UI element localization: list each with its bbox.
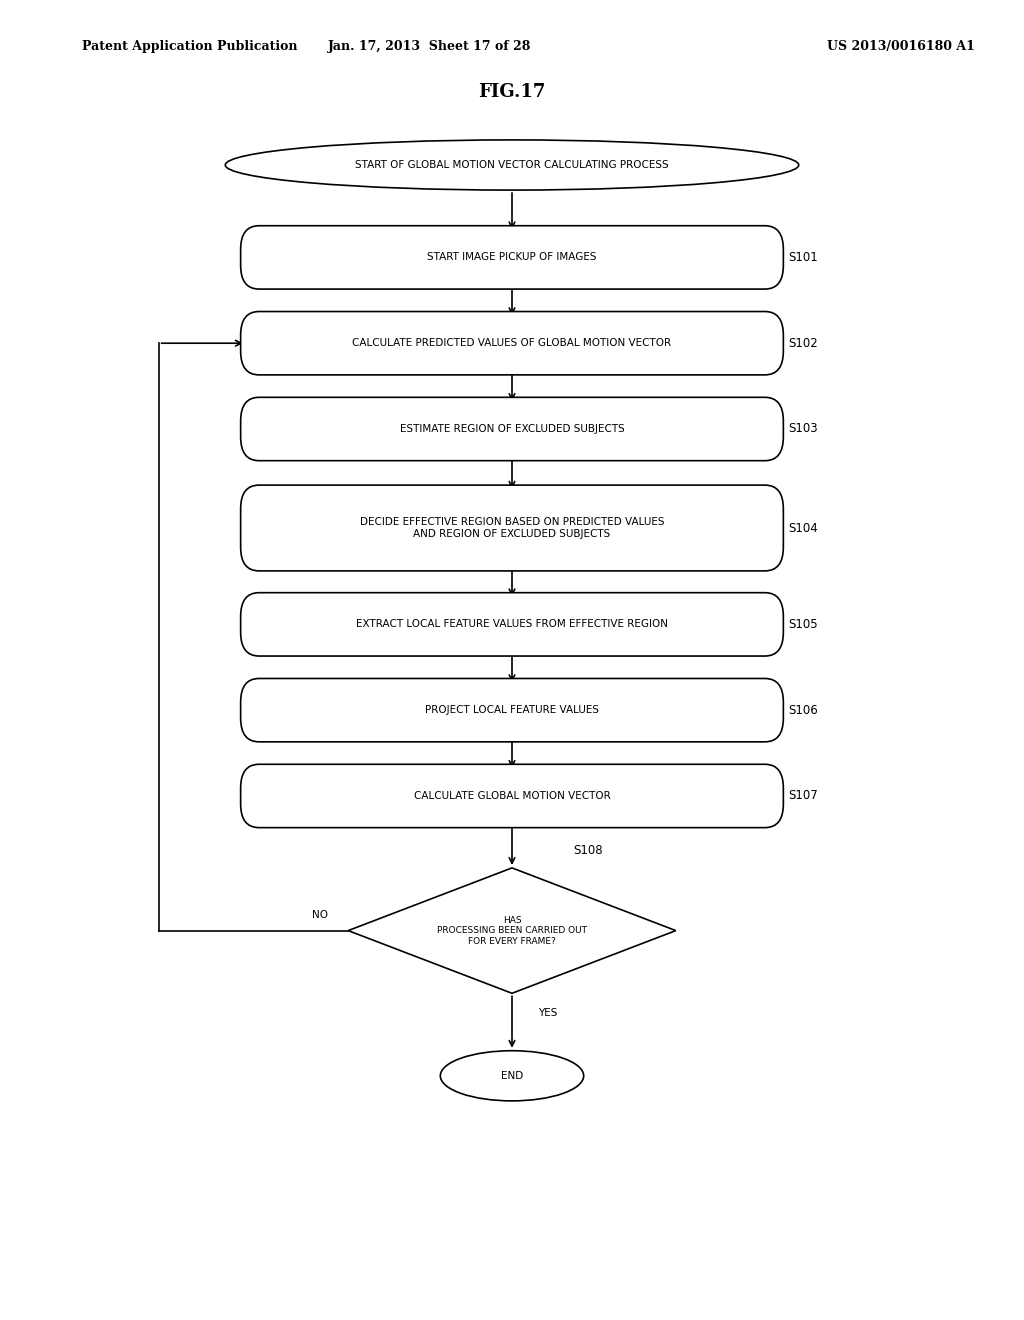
Text: S103: S103 bbox=[788, 422, 818, 436]
Text: S101: S101 bbox=[788, 251, 818, 264]
Text: NO: NO bbox=[311, 909, 328, 920]
FancyBboxPatch shape bbox=[241, 764, 783, 828]
Text: S105: S105 bbox=[788, 618, 818, 631]
FancyBboxPatch shape bbox=[241, 397, 783, 461]
Ellipse shape bbox=[225, 140, 799, 190]
Text: ESTIMATE REGION OF EXCLUDED SUBJECTS: ESTIMATE REGION OF EXCLUDED SUBJECTS bbox=[399, 424, 625, 434]
Text: US 2013/0016180 A1: US 2013/0016180 A1 bbox=[827, 40, 975, 53]
Text: START IMAGE PICKUP OF IMAGES: START IMAGE PICKUP OF IMAGES bbox=[427, 252, 597, 263]
Text: Jan. 17, 2013  Sheet 17 of 28: Jan. 17, 2013 Sheet 17 of 28 bbox=[329, 40, 531, 53]
Text: HAS
PROCESSING BEEN CARRIED OUT
FOR EVERY FRAME?: HAS PROCESSING BEEN CARRIED OUT FOR EVER… bbox=[437, 916, 587, 945]
Text: END: END bbox=[501, 1071, 523, 1081]
Text: FIG.17: FIG.17 bbox=[478, 83, 546, 102]
Text: START OF GLOBAL MOTION VECTOR CALCULATING PROCESS: START OF GLOBAL MOTION VECTOR CALCULATIN… bbox=[355, 160, 669, 170]
Text: Patent Application Publication: Patent Application Publication bbox=[82, 40, 297, 53]
FancyBboxPatch shape bbox=[241, 678, 783, 742]
FancyBboxPatch shape bbox=[241, 593, 783, 656]
Text: S107: S107 bbox=[788, 789, 818, 803]
Ellipse shape bbox=[440, 1051, 584, 1101]
FancyBboxPatch shape bbox=[241, 484, 783, 570]
FancyBboxPatch shape bbox=[241, 312, 783, 375]
Text: PROJECT LOCAL FEATURE VALUES: PROJECT LOCAL FEATURE VALUES bbox=[425, 705, 599, 715]
Text: DECIDE EFFECTIVE REGION BASED ON PREDICTED VALUES
AND REGION OF EXCLUDED SUBJECT: DECIDE EFFECTIVE REGION BASED ON PREDICT… bbox=[359, 517, 665, 539]
Text: YES: YES bbox=[538, 1008, 557, 1018]
Text: S104: S104 bbox=[788, 521, 818, 535]
Polygon shape bbox=[348, 869, 676, 993]
Text: EXTRACT LOCAL FEATURE VALUES FROM EFFECTIVE REGION: EXTRACT LOCAL FEATURE VALUES FROM EFFECT… bbox=[356, 619, 668, 630]
Text: S106: S106 bbox=[788, 704, 818, 717]
Text: S102: S102 bbox=[788, 337, 818, 350]
Text: S108: S108 bbox=[573, 845, 603, 858]
Text: CALCULATE GLOBAL MOTION VECTOR: CALCULATE GLOBAL MOTION VECTOR bbox=[414, 791, 610, 801]
Text: CALCULATE PREDICTED VALUES OF GLOBAL MOTION VECTOR: CALCULATE PREDICTED VALUES OF GLOBAL MOT… bbox=[352, 338, 672, 348]
FancyBboxPatch shape bbox=[241, 226, 783, 289]
